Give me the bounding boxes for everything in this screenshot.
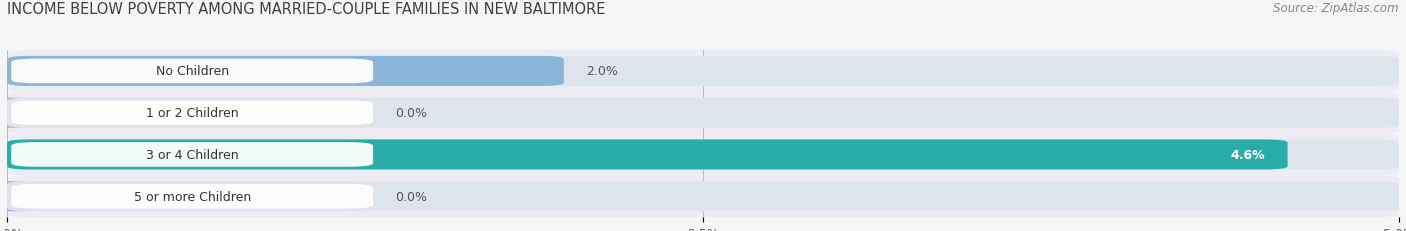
Text: Source: ZipAtlas.com: Source: ZipAtlas.com [1274,2,1399,15]
FancyBboxPatch shape [7,98,1399,128]
FancyBboxPatch shape [7,57,1399,87]
FancyBboxPatch shape [7,134,1399,176]
FancyBboxPatch shape [0,181,30,211]
Text: No Children: No Children [156,65,229,78]
FancyBboxPatch shape [7,140,1399,170]
Text: 5 or more Children: 5 or more Children [134,190,250,203]
FancyBboxPatch shape [11,184,373,209]
Text: 0.0%: 0.0% [395,190,427,203]
Text: 0.0%: 0.0% [395,107,427,120]
FancyBboxPatch shape [0,98,30,128]
Text: 3 or 4 Children: 3 or 4 Children [146,148,239,161]
FancyBboxPatch shape [7,92,1399,134]
FancyBboxPatch shape [7,181,1399,211]
FancyBboxPatch shape [7,140,1288,170]
FancyBboxPatch shape [7,57,564,87]
FancyBboxPatch shape [7,51,1399,92]
FancyBboxPatch shape [7,176,1399,217]
FancyBboxPatch shape [11,143,373,167]
Text: 2.0%: 2.0% [586,65,619,78]
FancyBboxPatch shape [11,59,373,84]
Text: 4.6%: 4.6% [1230,148,1265,161]
Text: INCOME BELOW POVERTY AMONG MARRIED-COUPLE FAMILIES IN NEW BALTIMORE: INCOME BELOW POVERTY AMONG MARRIED-COUPL… [7,2,606,17]
Text: 1 or 2 Children: 1 or 2 Children [146,107,239,120]
FancyBboxPatch shape [11,101,373,125]
